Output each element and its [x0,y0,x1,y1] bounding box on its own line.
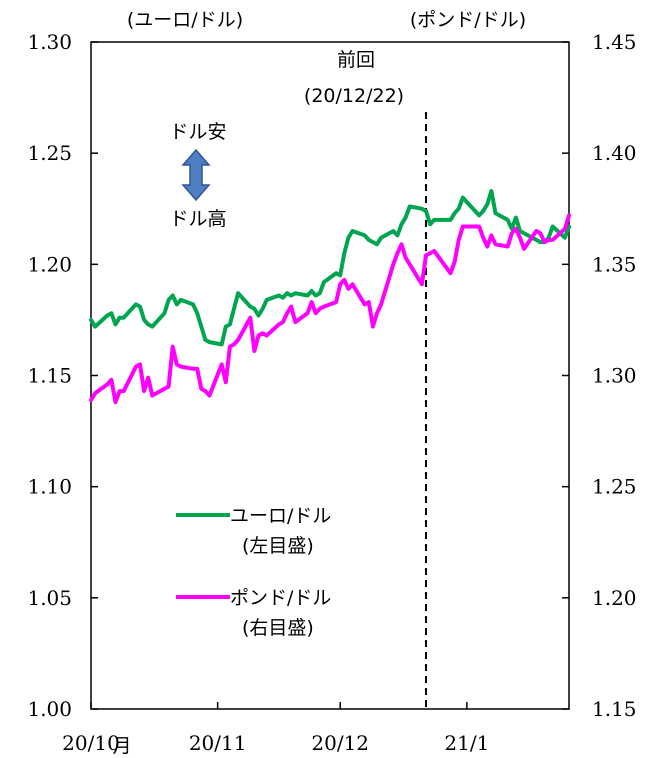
right-tick-label: 1.45 [592,30,637,54]
legend: ユーロ/ドル (左目盛) ポンド/ドル (右目盛) [176,505,331,639]
series-line-eur-usd [89,189,571,347]
left-tick-label: 1.10 [27,475,72,499]
x-tick-label: 20/11 [189,731,247,755]
x-axis-unit-label: 月 [112,735,131,757]
legend-series-name: ユーロ/ドル [230,505,331,527]
right-tick-label: 1.15 [592,697,637,721]
left-tick-label: 1.05 [27,586,72,610]
legend-axis-note: (右目盛) [242,617,314,639]
x-tick-label: 21/1 [444,731,489,755]
series-layer [89,189,571,405]
right-tick-label: 1.20 [592,586,637,610]
x-axis: 20/10 20/11 20/12 21/1 月 [62,702,489,757]
event-marker-label: 前回 [337,49,375,71]
left-tick-label: 1.30 [27,30,72,54]
event-marker-date-label: (20/12/22) [304,85,404,107]
left-axis: 1.00 1.05 1.10 1.15 1.20 1.25 1.30 [27,30,98,721]
right-tick-label: 1.35 [592,252,637,276]
x-tick-label: 20/12 [311,731,369,755]
right-tick-label: 1.40 [592,141,637,165]
left-tick-label: 1.15 [27,364,72,388]
left-tick-label: 1.00 [27,697,72,721]
dollar-weaker-label: ドル安 [169,121,226,143]
x-tick-label: 20/10 [62,731,120,755]
double-arrow-icon [181,148,211,202]
left-axis-unit-label: (ユーロ/ドル) [127,9,243,31]
left-tick-label: 1.20 [27,252,72,276]
right-axis-unit-label: (ポンド/ドル) [410,9,526,31]
right-tick-label: 1.30 [592,364,637,388]
dollar-stronger-label: ドル高 [169,208,226,230]
right-tick-label: 1.25 [592,475,637,499]
left-tick-label: 1.25 [27,141,72,165]
right-axis: 1.15 1.20 1.25 1.30 1.35 1.40 1.45 [562,30,637,721]
series-line-gbp-usd [89,213,571,405]
legend-axis-note: (左目盛) [242,535,314,557]
legend-series-name: ポンド/ドル [230,587,331,609]
